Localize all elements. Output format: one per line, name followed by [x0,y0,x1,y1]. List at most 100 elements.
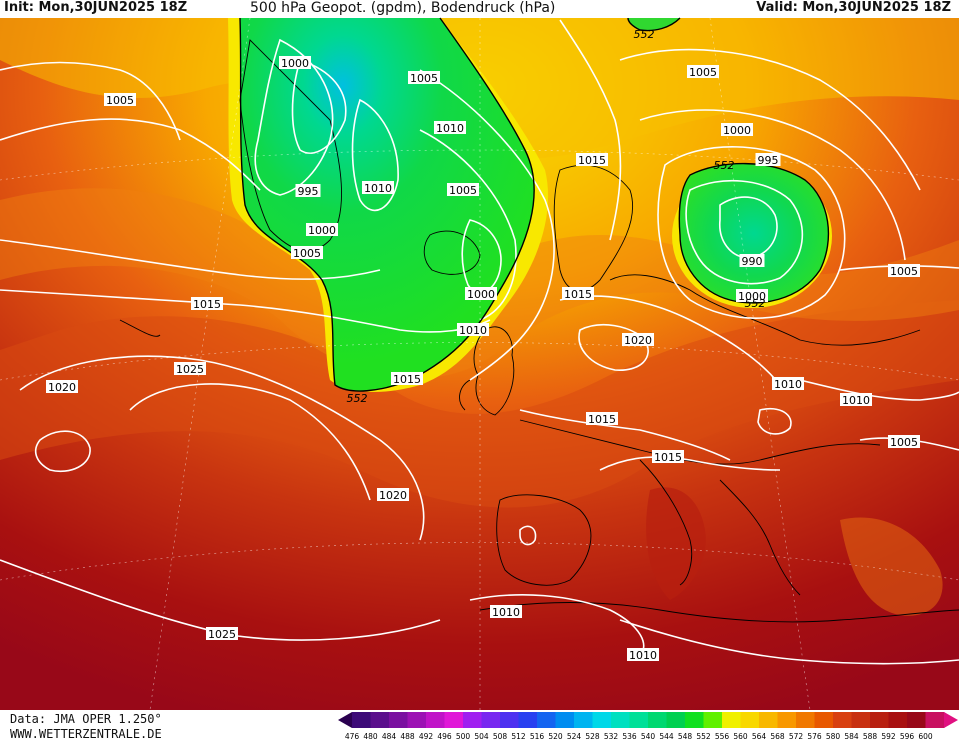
isobar-label-text: 1015 [564,288,592,301]
isobar-label: 1015 [562,287,594,301]
isobar-label: 1025 [206,627,238,641]
isobar-closed [719,196,778,259]
coastline-iceland [423,230,481,275]
isobar-label: 1010 [627,648,659,662]
isobar-closed [519,525,537,546]
isobar [599,456,781,471]
isobar-label: 1010 [434,121,466,135]
isobar-label-box [465,287,497,300]
low-geopotential-region-north [628,18,680,31]
coastline-british-isles [473,326,515,416]
legend-arrow-high [944,712,958,728]
isobar-label: 1015 [586,412,618,426]
contour-label: 552 [347,392,368,405]
isobar-label-box [174,362,206,375]
legend-value: 536 [622,732,637,741]
legend-swatch [500,712,519,728]
map-title: 500 hPa Geopot. (gpdm), Bodendruck (hPa) [250,0,556,16]
legend-value: 504 [474,732,489,741]
legend-value: 516 [530,732,545,741]
isobar-label-box [888,435,920,448]
isobar-label-text: 1020 [379,489,407,502]
isobar-label: 1010 [840,393,872,407]
isobar [0,289,491,333]
legend-value: 488 [400,732,415,741]
isobar-label-box [562,287,594,300]
isobar-label: 1020 [377,488,409,502]
isobar [0,239,381,280]
isobar-label-text: 1010 [459,324,487,337]
isobar-closed [578,324,649,371]
legend-swatch [851,712,871,728]
legend-swatch [389,712,408,728]
map-field [0,18,959,710]
legend-value: 552 [696,732,711,741]
isobar-label: 1005 [888,435,920,449]
legend-swatch [740,712,760,728]
isobar-label: 1015 [391,372,423,386]
isobar [559,19,622,241]
isobar-label-box [391,372,423,385]
isobar-label-text: 995 [298,185,319,198]
isobar-label: 1020 [46,380,78,394]
isobar-label-box [736,289,768,302]
isobar-label: 1005 [291,246,323,260]
isobar-label-text: 1010 [492,606,520,619]
isobar-closed [757,408,792,435]
isobar-label-box [306,223,338,236]
contour-label: 552 [634,28,655,41]
isobar-label-text: 1010 [364,182,392,195]
isobar-label-text: 1015 [654,451,682,464]
legend-value: 596 [900,732,915,741]
legend-swatch [722,712,741,728]
contour-552-west [239,17,535,392]
isobar [559,295,781,386]
isobar-label: 1000 [465,287,497,301]
legend-value: 588 [863,732,878,741]
legend-swatch [611,712,630,728]
isobar-label-text: 1025 [176,363,204,376]
legend-swatch [703,712,723,728]
isobar-label-box [652,450,684,463]
isobar-label-text: 1020 [624,334,652,347]
legend-swatch [814,712,834,728]
valid-time: Valid: Mon,30JUN2025 18Z [756,0,951,15]
isobar-label-box [739,254,765,267]
legend-value: 584 [844,732,859,741]
isobar [519,409,731,461]
isobar-label: 995 [755,153,781,167]
legend-swatch [648,712,667,728]
isobar-label-box [191,297,223,310]
isobar [19,355,425,541]
contour-552 [239,17,830,392]
isobar [129,383,371,501]
legend-swatch [592,712,612,728]
legend-swatch [555,712,575,728]
isobar-label-text: 1015 [193,298,221,311]
legend-value: 500 [456,732,471,741]
isobar [619,619,959,665]
isobar-label: 1005 [687,65,719,79]
legend-swatch [370,712,390,728]
data-source: Data: JMA OPER 1.250° [10,712,162,726]
isobar-label-box [291,246,323,259]
contour-552-east [678,162,830,304]
legend-value: 548 [678,732,693,741]
coastline-greenland [239,39,342,252]
legend-value: 496 [437,732,452,741]
isobar-label-box [586,412,618,425]
isobar-label: 1010 [490,605,522,619]
geopotential-cell-east [840,517,943,616]
legend-value: 508 [493,732,508,741]
isobar-label-text: 1010 [774,378,802,391]
isobar-label: 995 [295,184,321,198]
isobar [799,379,959,401]
isobar-closed [351,98,399,212]
website-url: WWW.WETTERZENTRALE.DE [10,727,162,741]
legend-value: 492 [419,732,434,741]
coastline-iberia [496,494,592,586]
legend-value: 532 [604,732,619,741]
color-legend: 476 480 484 488 492 496 500 504 508 512 516 520 524 5… [338,712,958,741]
isobar [419,69,555,381]
coastline-north-africa [479,602,959,623]
